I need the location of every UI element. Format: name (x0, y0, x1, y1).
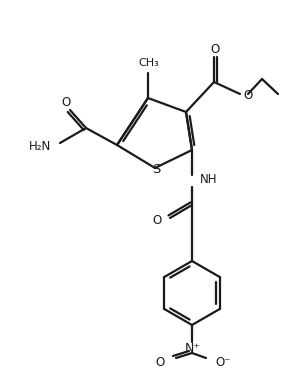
Text: O: O (61, 96, 71, 109)
Text: O: O (243, 89, 252, 102)
Text: CH₃: CH₃ (139, 58, 159, 68)
Text: O⁻: O⁻ (215, 356, 231, 370)
Text: O: O (153, 214, 162, 227)
Text: H₂N: H₂N (29, 140, 51, 152)
Text: N⁺: N⁺ (185, 341, 201, 354)
Text: S: S (152, 163, 160, 176)
Text: NH: NH (200, 172, 218, 185)
Text: O: O (210, 42, 220, 56)
Text: O: O (155, 356, 165, 370)
